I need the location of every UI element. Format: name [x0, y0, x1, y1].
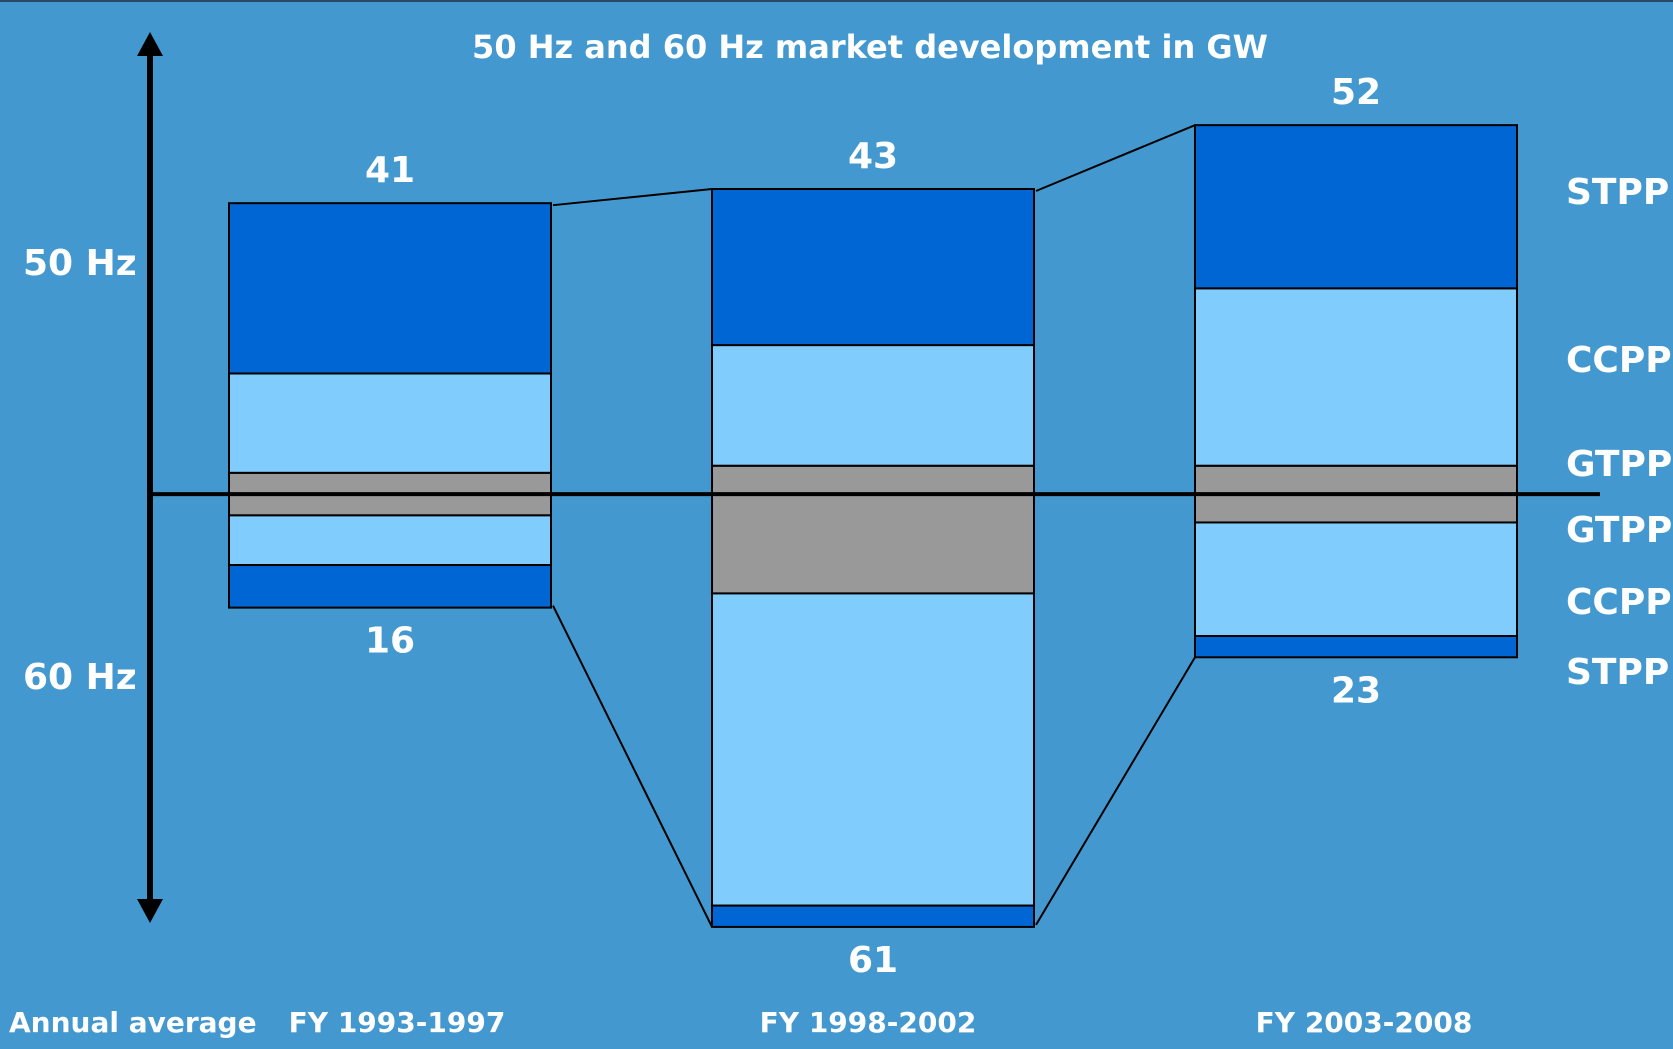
connector — [552, 605, 713, 928]
bar-segment — [1194, 464, 1518, 496]
bar-segment — [711, 188, 1035, 347]
bar-segment — [228, 514, 552, 567]
total-down-label: 23 — [1331, 670, 1381, 711]
bar-segment — [711, 344, 1035, 467]
legend-label: CCPP — [1566, 582, 1672, 623]
bar-segment — [228, 493, 552, 517]
bar-segment — [711, 464, 1035, 496]
bar-segment — [711, 493, 1035, 595]
x-tick-label: FY 2003-2008 — [1256, 1006, 1473, 1039]
bar-segment — [228, 372, 552, 474]
legend-label: STPP — [1566, 172, 1669, 213]
legend-label: GTPP — [1566, 510, 1672, 551]
bar-segment — [711, 904, 1035, 928]
bar-segment — [1194, 521, 1518, 638]
bar-segment — [711, 592, 1035, 907]
bar-segment — [228, 471, 552, 496]
bar-segment — [228, 202, 552, 375]
connector — [1035, 124, 1196, 192]
x-label: Annual average — [9, 1006, 257, 1039]
bar-segment — [1194, 287, 1518, 467]
total-up-label: 41 — [365, 150, 415, 191]
connector — [552, 188, 713, 207]
connector — [1035, 656, 1196, 926]
legend-label: GTPP — [1566, 444, 1672, 485]
bar-segment — [1194, 124, 1518, 290]
total-up-label: 43 — [848, 136, 898, 177]
bar-segment — [228, 564, 552, 609]
chart-title: 50 Hz and 60 Hz market development in GW — [472, 28, 1268, 66]
total-down-label: 61 — [848, 940, 898, 981]
arrow-head-up — [137, 32, 163, 56]
x-tick-label: FY 1993-1997 — [289, 1006, 506, 1039]
bar-segment — [1194, 635, 1518, 659]
top-border — [0, 0, 1673, 2]
legend-label: CCPP — [1566, 340, 1672, 381]
up-label: 50 Hz — [23, 243, 137, 284]
bar-segment — [1194, 493, 1518, 524]
total-up-label: 52 — [1331, 72, 1381, 113]
x-tick-label: FY 1998-2002 — [760, 1006, 977, 1039]
down-label: 60 Hz — [23, 657, 137, 698]
arrow-head-down — [137, 899, 163, 923]
total-down-label: 16 — [365, 621, 415, 662]
legend-label: STPP — [1566, 652, 1669, 693]
